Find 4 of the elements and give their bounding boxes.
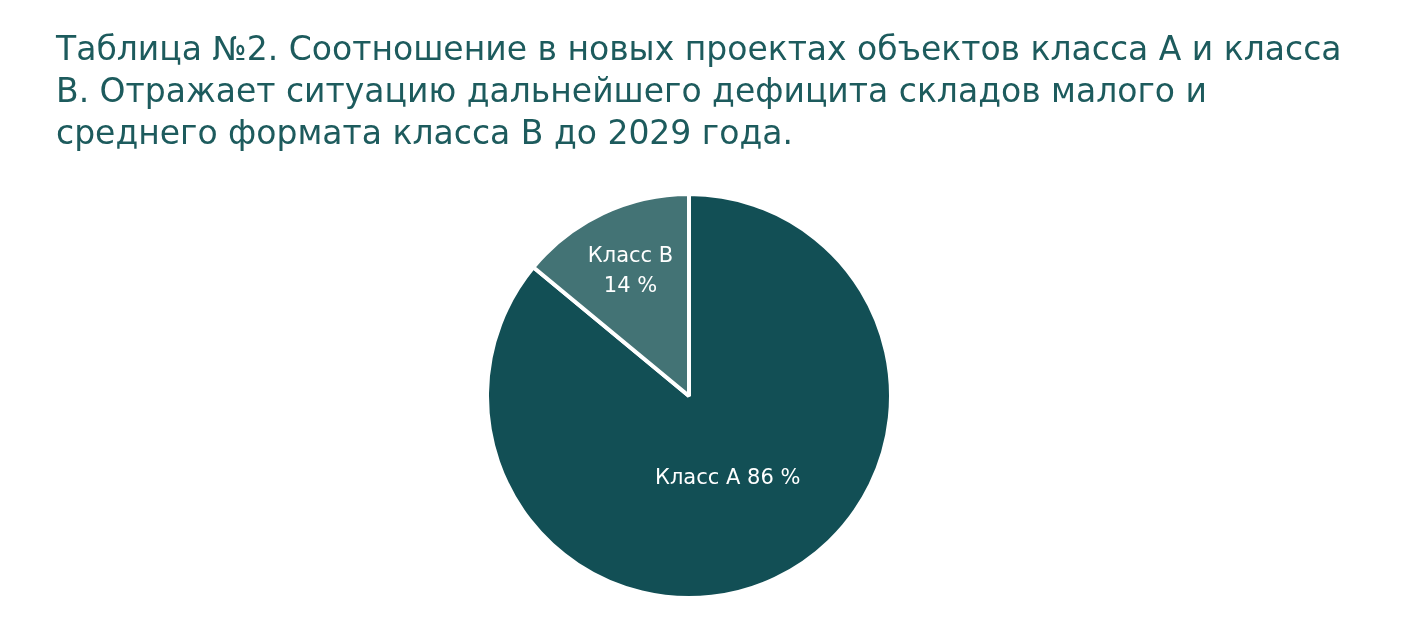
slice-label: Класс В: [587, 243, 674, 268]
chart-title: Таблица №2. Соотношение в новых проектах объектов класса А и класса В. Отражает ситуацию дальнейшего дефицита складов малого и среднего формата класса В до 2029 года.: [56, 28, 1343, 154]
slice-label: Класс А 86 %: [655, 464, 801, 489]
data-label: 14 %: [603, 273, 658, 298]
